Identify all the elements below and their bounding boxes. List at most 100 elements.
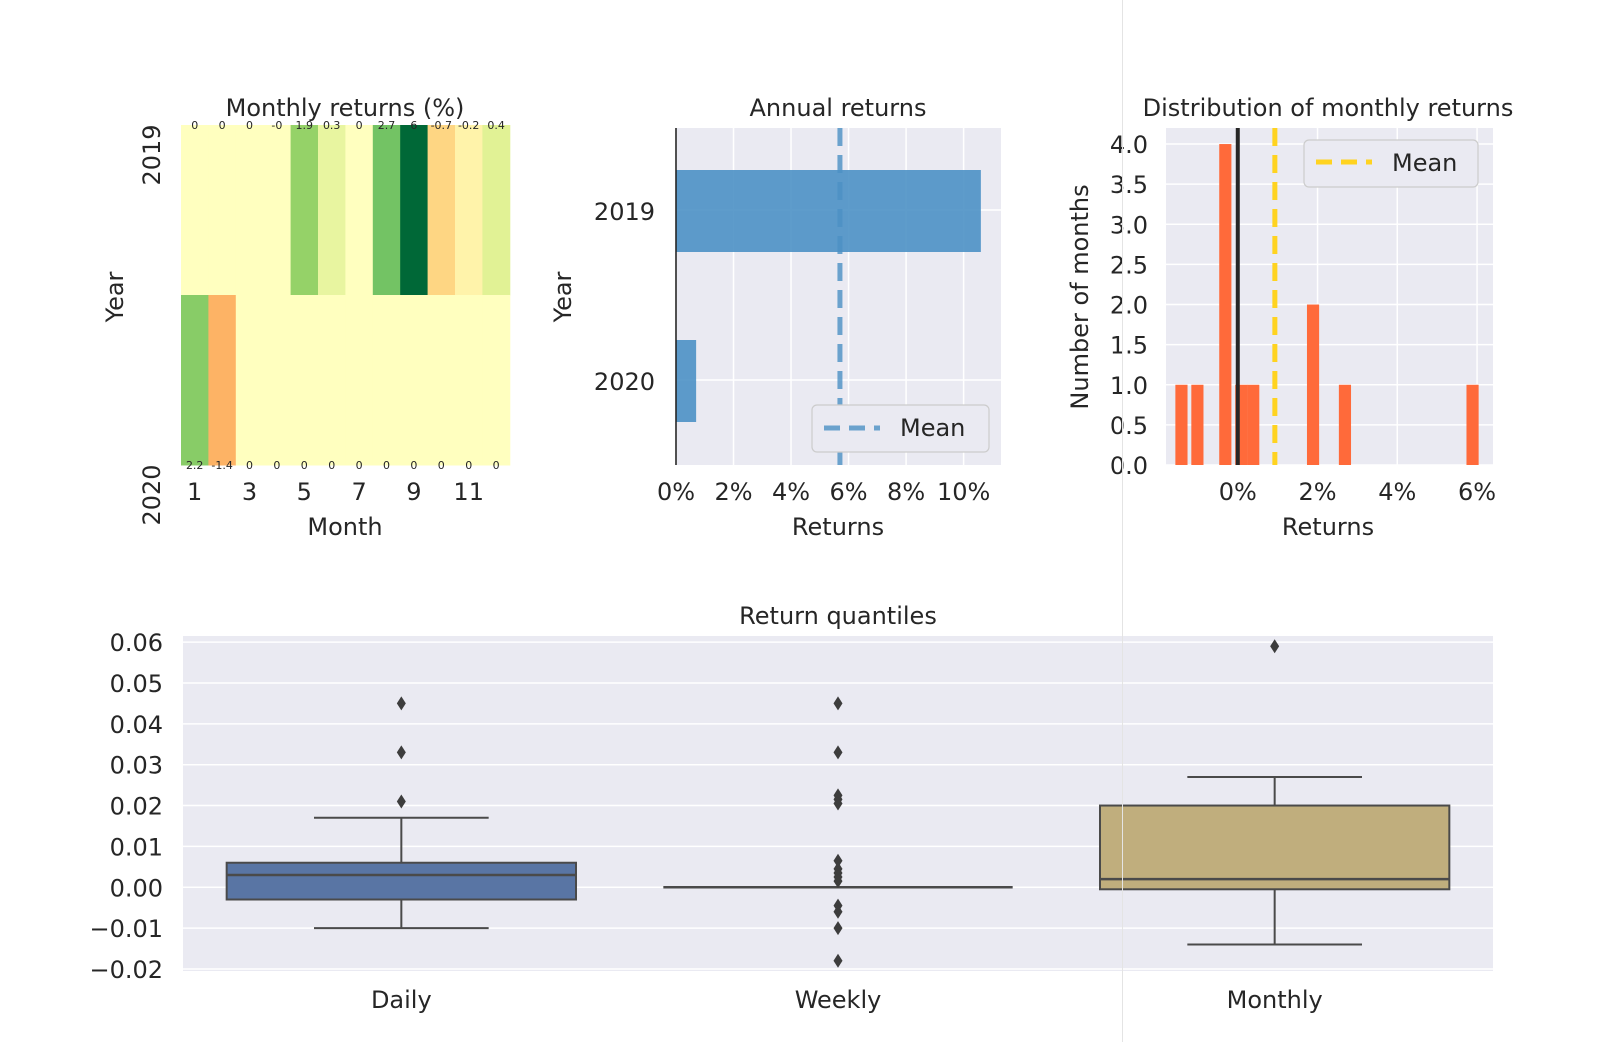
heatmap-cell-label: 0 xyxy=(410,459,417,472)
hist-bar xyxy=(1175,384,1188,465)
heatmap-cell-label: 0 xyxy=(465,459,472,472)
heatmap-ylabel: Year xyxy=(101,271,129,323)
heatmap-cell-label: 0.4 xyxy=(487,119,505,132)
hist-bar xyxy=(1466,384,1479,465)
annual-bar-2019 xyxy=(676,170,981,252)
heatmap-cell-label: 0 xyxy=(383,459,390,472)
hist-ylabel: Number of months xyxy=(1066,184,1094,409)
box-title: Return quantiles xyxy=(739,602,937,630)
box-outlier xyxy=(833,874,843,889)
annual-y-tick: 2019 xyxy=(594,198,655,226)
hist-y-tick: 1.0 xyxy=(1110,372,1148,400)
annual-legend-box xyxy=(811,404,990,453)
heatmap-cell-2019-11 xyxy=(455,125,483,296)
monthly-returns-heatmap: 0 0 0 -0 1.9 0.3 0 2.7 6 -0.7 -0.2 0.4 2.2 -1.4 0 0 0 0 0 0… xyxy=(101,94,511,541)
heatmap-x-tick: 11 xyxy=(453,478,484,506)
hist-x-tick: 4% xyxy=(1378,478,1416,506)
heatmap-cell-label: 2.2 xyxy=(186,459,204,472)
heatmap-x-tick: 3 xyxy=(242,478,257,506)
hist-y-tick: 3.0 xyxy=(1110,211,1148,239)
heatmap-x-tick: 7 xyxy=(351,478,366,506)
heatmap-cell-2020-9 xyxy=(400,295,429,466)
hist-y-tick: 0.5 xyxy=(1110,412,1148,440)
box-outlier xyxy=(833,921,843,936)
box-outlier xyxy=(396,696,406,711)
heatmap-cell-2020-5 xyxy=(290,295,319,466)
heatmap-y-ticks: 2019 2020 xyxy=(138,124,166,525)
hist-bars xyxy=(1175,144,1479,466)
return-quantiles-chart: Return quantiles Daily Weekly Monthly 0.06… xyxy=(89,602,1493,1014)
box-monthly xyxy=(1099,639,1451,946)
heatmap-cell-label: 0 xyxy=(246,459,253,472)
annual-y-ticks: 2019 2020 xyxy=(594,198,655,396)
heatmap-cell-2019-3 xyxy=(235,125,264,296)
heatmap-cell-2020-8 xyxy=(372,295,401,466)
heatmap-cell-2019-12 xyxy=(482,125,511,296)
heatmap-cell-2020-3 xyxy=(235,295,264,466)
box-outlier xyxy=(396,745,406,760)
hist-legend-label: Mean xyxy=(1392,149,1457,177)
heatmap-cells xyxy=(181,125,511,466)
heatmap-cell-label: 0 xyxy=(356,459,363,472)
heatmap-cell-2020-1 xyxy=(181,295,209,466)
hist-bar xyxy=(1306,304,1320,465)
hist-bar xyxy=(1219,144,1232,466)
heatmap-cell-2019-7 xyxy=(345,125,374,296)
heatmap-cell-label: 1.9 xyxy=(296,119,314,132)
heatmap-cell-2019-6 xyxy=(318,125,346,296)
box-outlier xyxy=(833,853,843,868)
annual-x-tick: 10% xyxy=(937,478,990,506)
heatmap-cell-label: 0 xyxy=(273,459,280,472)
heatmap-cell-label: 0 xyxy=(246,119,253,132)
hist-y-tick: 4.0 xyxy=(1110,131,1148,159)
annual-xlabel: Returns xyxy=(792,513,884,541)
heatmap-cell-2019-10 xyxy=(427,125,456,296)
box-x-tick: Daily xyxy=(371,986,432,1014)
heatmap-x-tick: 1 xyxy=(187,478,202,506)
box-y-tick: 0.01 xyxy=(110,833,163,861)
hist-y-tick: 3.5 xyxy=(1110,171,1148,199)
annual-bars xyxy=(676,170,981,422)
heatmap-cell-label: -1.4 xyxy=(211,459,232,472)
box-y-tick: 0.05 xyxy=(110,670,163,698)
annual-bar-2020 xyxy=(676,340,697,422)
monthly-distribution-chart: Mean Distribution of monthly returns 0% 2… xyxy=(1066,94,1513,541)
box-y-tick: 0.00 xyxy=(110,874,163,902)
annual-ylabel: Year xyxy=(549,271,577,323)
annual-x-tick: 0% xyxy=(657,478,695,506)
heatmap-x-tick: 5 xyxy=(297,478,312,506)
hist-x-tick: 6% xyxy=(1458,478,1496,506)
heatmap-cell-label: 0 xyxy=(438,459,445,472)
annual-returns-chart: Mean Annual returns 0% 2% 4% 6% 8% 10% 201920… xyxy=(549,94,1001,541)
box-y-tick: 0.03 xyxy=(110,752,163,780)
heatmap-cell-2019-1 xyxy=(181,125,209,296)
screen-divider xyxy=(1122,0,1123,1042)
hist-y-tick: 1.5 xyxy=(1110,332,1148,360)
box-outlier xyxy=(396,794,406,809)
heatmap-cell-2019-5 xyxy=(290,125,319,296)
annual-legend: Mean xyxy=(811,404,990,453)
box-outlier xyxy=(833,904,843,919)
box-x-tick: Weekly xyxy=(795,986,882,1014)
box-marks xyxy=(225,639,1451,968)
heatmap-cell-label: 0.3 xyxy=(323,119,341,132)
heatmap-cell-2020-12 xyxy=(482,295,511,466)
heatmap-cell-2020-6 xyxy=(318,295,346,466)
hist-y-tick: 2.0 xyxy=(1110,292,1148,320)
heatmap-cell-2019-2 xyxy=(208,125,237,296)
annual-x-tick: 4% xyxy=(772,478,810,506)
annual-legend-label: Mean xyxy=(900,414,965,442)
hist-y-tick: 2.5 xyxy=(1110,251,1148,279)
annual-y-tick: 2020 xyxy=(594,368,655,396)
heatmap-cell-2020-2 xyxy=(208,295,237,466)
heatmap-xlabel: Month xyxy=(307,513,382,541)
annual-title: Annual returns xyxy=(750,94,927,122)
box-outlier xyxy=(833,953,843,968)
heatmap-cell-2019-4 xyxy=(263,125,292,296)
heatmap-cell-label: 0 xyxy=(328,459,335,472)
heatmap-x-ticks: 1 3 5 7 9 11 xyxy=(187,478,484,506)
hist-title: Distribution of monthly returns xyxy=(1143,94,1514,122)
box-y-tick: −0.01 xyxy=(89,915,163,943)
heatmap-cell-2020-4 xyxy=(263,295,292,466)
heatmap-cell-2019-9 xyxy=(400,125,429,296)
